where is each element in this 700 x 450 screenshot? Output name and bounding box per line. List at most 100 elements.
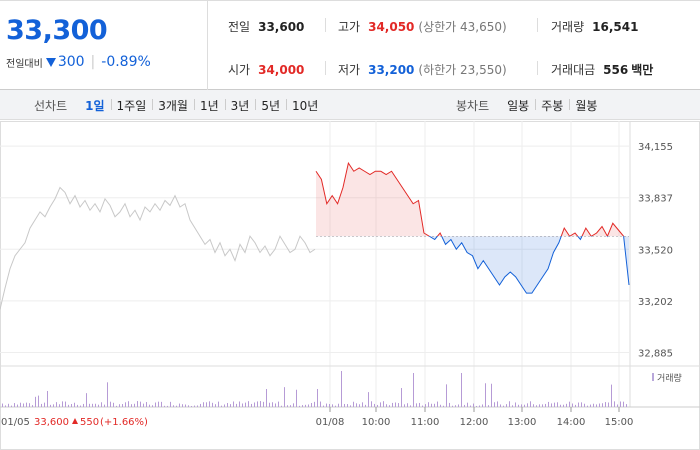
amount-label: 거래대금 xyxy=(551,63,596,77)
tab-line-0[interactable]: 1일 xyxy=(85,98,105,113)
volume-bar xyxy=(275,403,276,407)
volume-bar xyxy=(62,401,63,407)
volume-bar xyxy=(185,404,186,407)
x-tick-label: 10:00 xyxy=(362,417,391,428)
tab-line-4[interactable]: 3년 xyxy=(224,97,256,114)
y-tick-label: 33,520 xyxy=(638,245,673,256)
volume-label: 거래량 xyxy=(551,20,585,34)
volume-bar xyxy=(65,401,66,407)
low-label: 저가 xyxy=(338,63,361,77)
volume-bar xyxy=(404,404,405,407)
x-tick-label: 11:00 xyxy=(411,417,440,428)
prev-day-close: 33,600 xyxy=(34,417,69,428)
volume-bar xyxy=(392,402,393,407)
volume-bar xyxy=(521,404,522,407)
volume-bar xyxy=(530,401,531,407)
tab-candle-1[interactable]: 주봉 xyxy=(535,97,569,114)
price-summary-panel: 33,300 전일대비 300 | -0.89% 전일 33,600 고가 34… xyxy=(0,0,700,90)
volume-bar xyxy=(614,401,615,407)
volume-bar xyxy=(518,404,519,407)
volume-bar xyxy=(8,403,9,407)
volume-bar xyxy=(581,402,582,407)
volume-bar xyxy=(509,401,510,407)
volume-bar xyxy=(416,403,417,407)
candle-chart-label: 봉차트 xyxy=(456,98,490,113)
tab-line-1[interactable]: 1주일 xyxy=(110,97,153,114)
tab-candle-2[interactable]: 월봉 xyxy=(569,97,603,114)
volume-bar xyxy=(566,403,567,407)
volume-bar xyxy=(95,403,96,407)
volume-bar xyxy=(506,404,507,407)
volume-bar xyxy=(482,404,483,407)
volume-bar xyxy=(215,404,216,407)
high-cell: 고가 34,050 (상한가 43,650) xyxy=(338,18,507,35)
volume-bar xyxy=(188,405,189,407)
down-area xyxy=(316,236,629,294)
amount-unit: 백만 xyxy=(631,63,654,77)
volume-bar xyxy=(17,404,18,407)
x-tick-label: 13:00 xyxy=(508,417,537,428)
volume-bar xyxy=(92,403,93,407)
volume-bar xyxy=(476,405,477,407)
volume-bar xyxy=(134,403,135,407)
volume-bar xyxy=(86,393,87,407)
volume-bar xyxy=(344,403,345,407)
volume-bar xyxy=(413,373,414,407)
volume-bar xyxy=(206,402,207,407)
volume-bar xyxy=(455,405,456,407)
intraday-price-chart: 34,155 33,837 33,520 33,202 32,885 거래량 01/08 10… xyxy=(0,121,700,450)
volume-bar xyxy=(155,402,156,407)
volume-bar xyxy=(374,403,375,407)
volume-bar xyxy=(386,404,387,407)
volume-bar xyxy=(164,405,165,407)
prev-day-pct: (+1.66%) xyxy=(100,417,148,428)
tab-line-6[interactable]: 10년 xyxy=(286,97,324,114)
tab-line-5[interactable]: 5년 xyxy=(255,97,286,114)
volume-bar xyxy=(533,404,534,407)
y-tick-label: 33,202 xyxy=(638,297,673,308)
volume-bar xyxy=(623,401,624,407)
volume-bar xyxy=(422,405,423,407)
change-separator: | xyxy=(90,54,96,70)
volume-bar xyxy=(512,405,513,407)
volume-bar xyxy=(326,403,327,407)
volume-bar xyxy=(218,401,219,407)
volume-bar xyxy=(107,382,108,407)
volume-bar xyxy=(131,404,132,407)
volume-bar xyxy=(590,404,591,407)
volume-bar xyxy=(497,401,498,407)
volume-bar xyxy=(368,392,369,407)
volume-bar xyxy=(200,403,201,407)
volume-bar xyxy=(545,403,546,407)
volume-bar xyxy=(485,383,486,407)
volume-bar xyxy=(593,403,594,407)
volume-bar xyxy=(494,402,495,407)
low-cell: 저가 33,200 (하한가 23,550) xyxy=(338,61,507,78)
volume-bar xyxy=(419,402,420,407)
volume-bar xyxy=(584,403,585,407)
volume-bar xyxy=(227,402,228,407)
line-chart-tabs: 선차트 1일 1주일 3개월 1년 3년 5년 10년 xyxy=(34,90,324,120)
volume-bar xyxy=(500,404,501,407)
volume-bar xyxy=(71,403,72,407)
volume-bar xyxy=(239,401,240,407)
volume-bar xyxy=(290,405,291,407)
volume-bar xyxy=(149,404,150,407)
volume-bar xyxy=(173,405,174,407)
volume-bar xyxy=(152,405,153,407)
open-label: 시가 xyxy=(228,63,251,77)
volume-bar xyxy=(350,405,351,407)
change-value: 300 xyxy=(57,54,85,70)
y-tick-label: 32,885 xyxy=(638,348,673,359)
volume-bar xyxy=(308,404,309,407)
tab-line-2[interactable]: 3개월 xyxy=(152,97,194,114)
x-tick-label: 14:00 xyxy=(557,417,586,428)
volume-bar xyxy=(203,402,204,407)
tab-candle-0[interactable]: 일봉 xyxy=(507,98,530,113)
tab-line-3[interactable]: 1년 xyxy=(193,97,225,114)
prev-day-date: 01/05 xyxy=(1,417,30,428)
volume-bar xyxy=(377,404,378,407)
volume-bar xyxy=(122,404,123,407)
volume-bar xyxy=(554,402,555,407)
volume-bar xyxy=(248,401,249,407)
